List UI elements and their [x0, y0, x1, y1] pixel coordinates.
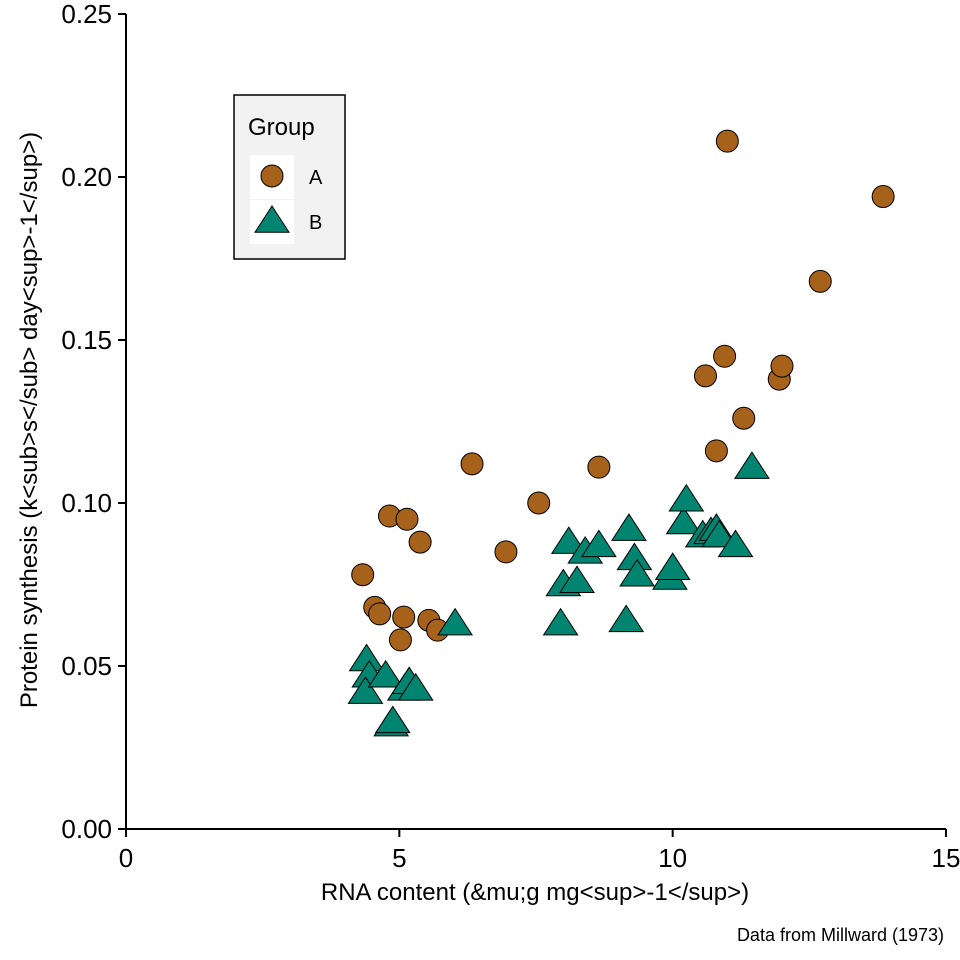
x-axis-label: RNA content (&mu;g mg<sup>-1</sup>)	[321, 879, 749, 906]
point-b	[580, 529, 617, 558]
point-b	[374, 705, 411, 734]
point-a	[808, 269, 832, 293]
point-a	[460, 452, 484, 476]
y-tick-label: 0.25	[61, 0, 112, 29]
x-tick-label: 0	[119, 843, 133, 873]
point-b	[619, 558, 656, 587]
legend-key-triangle	[254, 205, 290, 233]
point-a	[351, 563, 375, 587]
legend-label-b: B	[309, 212, 322, 234]
point-a	[395, 507, 419, 531]
point-b	[665, 506, 702, 535]
x-tick-label: 10	[658, 843, 687, 873]
point-a	[587, 455, 611, 479]
point-b	[397, 672, 434, 701]
point-a	[715, 129, 739, 153]
series-a	[351, 129, 895, 652]
y-ticks: 0.00 0.05 0.10 0.15 0.20 0.25	[61, 0, 126, 844]
point-b	[734, 451, 770, 479]
point-a	[368, 602, 392, 626]
legend: Group A B	[233, 94, 346, 260]
y-tick-label: 0.10	[61, 488, 112, 518]
x-tick-label: 15	[932, 843, 960, 873]
point-a	[392, 605, 416, 629]
x-ticks: 0 5 10 15	[119, 829, 960, 873]
y-tick-label: 0.05	[61, 651, 112, 681]
caption: Data from Millward (1973)	[737, 925, 944, 945]
point-b	[437, 607, 474, 636]
point-a	[494, 540, 518, 564]
y-tick-label: 0.15	[61, 325, 112, 355]
axes	[125, 14, 946, 830]
point-b	[559, 565, 595, 593]
point-b	[608, 604, 645, 633]
point-a	[871, 185, 895, 209]
point-b	[717, 529, 754, 558]
point-b	[701, 519, 738, 548]
point-b	[668, 483, 705, 512]
data-points	[347, 129, 895, 737]
legend-label-a: A	[309, 167, 323, 189]
point-a	[388, 628, 412, 652]
point-a	[713, 344, 737, 368]
point-b	[654, 552, 691, 580]
y-tick-label: 0.00	[61, 814, 112, 844]
point-a	[704, 439, 728, 463]
legend-keys	[254, 164, 290, 233]
y-tick-label: 0.20	[61, 162, 112, 192]
point-a	[732, 406, 756, 430]
point-b	[347, 676, 384, 704]
point-a	[693, 364, 717, 388]
y-axis-label: Protein synthesis (k<sub>s</sub> day<sup…	[16, 132, 43, 708]
legend-key-circle	[260, 164, 284, 188]
series-b	[347, 451, 770, 737]
point-b	[367, 659, 404, 688]
point-a	[527, 491, 551, 515]
point-b	[542, 607, 579, 636]
point-a	[770, 354, 794, 378]
point-b	[611, 513, 647, 541]
point-b	[550, 526, 587, 554]
legend-title: Group	[248, 114, 315, 141]
x-tick-label: 5	[392, 843, 406, 873]
point-a	[408, 530, 432, 554]
